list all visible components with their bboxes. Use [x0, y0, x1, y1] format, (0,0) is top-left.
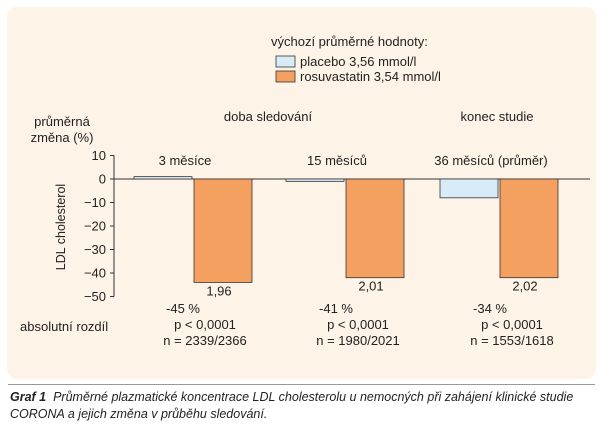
stats-line: n = 1553/1618 [470, 333, 554, 348]
bar-value-label: 1,96 [206, 283, 231, 298]
legend-title: výchozí průměrné hodnoty: [271, 34, 428, 49]
stats-line: p < 0,0001 [327, 317, 389, 332]
stats-line: n = 2339/2366 [163, 333, 247, 348]
category-label: 3 měsíce [159, 153, 212, 168]
bar [345, 178, 405, 279]
bar [193, 178, 253, 283]
y-axis-title: LDL cholesterol [54, 184, 68, 270]
y-tick-label: 10 [92, 148, 106, 163]
y-tick-label: −40 [84, 266, 106, 281]
legend-label: placebo 3,56 mmol/l [300, 54, 416, 69]
stats-line: -34 % [473, 301, 507, 316]
legend-swatch [275, 70, 296, 83]
stats-line: p < 0,0001 [481, 317, 543, 332]
category-label: 36 měsíců (průměr) [434, 153, 547, 168]
stats-line: -45 % [166, 301, 200, 316]
figure-caption: Graf 1 Průměrné plazmatické koncentrace … [10, 389, 595, 423]
stats-line: -41 % [319, 301, 353, 316]
category-label: 15 měsíců [307, 153, 367, 168]
bar [285, 178, 345, 182]
bar [499, 178, 559, 279]
stats-line: n = 1980/2021 [316, 333, 400, 348]
stats-line: p < 0,0001 [174, 317, 236, 332]
bar [133, 176, 193, 180]
y-axis-label-top: změna (%) [31, 130, 94, 145]
y-axis-label-top: průměrná [34, 114, 90, 129]
y-tick-label: −10 [84, 195, 106, 210]
bar [439, 178, 499, 199]
legend-swatch [275, 55, 296, 68]
bar-value-label: 2,02 [512, 279, 537, 294]
abs-diff-label: absolutní rozdíl [20, 319, 108, 334]
y-tick-label: −30 [84, 242, 106, 257]
legend-label: rosuvastatin 3,54 mmol/l [300, 69, 441, 84]
bar-value-label: 2,01 [358, 279, 383, 294]
y-tick-label: 0 [99, 172, 106, 187]
y-tick-label: −20 [84, 219, 106, 234]
caption-text: Průměrné plazmatické koncentrace LDL cho… [10, 390, 574, 421]
group-title: doba sledování [224, 109, 313, 124]
y-tick-label: −50 [84, 289, 106, 304]
caption-rule [8, 384, 595, 385]
caption-label: Graf 1 [10, 390, 47, 404]
end-title: konec studie [461, 109, 534, 124]
